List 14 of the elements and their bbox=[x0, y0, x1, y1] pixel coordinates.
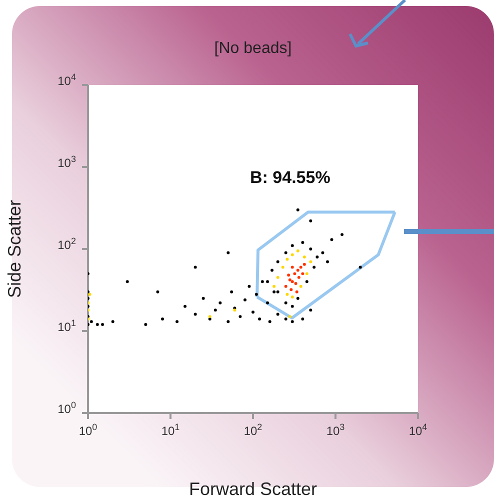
y-axis-title: Side Scatter bbox=[4, 200, 24, 298]
x-tick-label: 10$^{3}$ bbox=[326, 422, 345, 438]
y-tick-label: 10$^{4}$ bbox=[58, 72, 76, 88]
y-tick-label: 10$^{3}$ bbox=[58, 154, 76, 170]
x-tick-label: 10$^{0}$ bbox=[78, 422, 98, 438]
x-tick-label: 10$^{4}$ bbox=[408, 422, 428, 438]
annotation: B: 94.55% bbox=[250, 168, 330, 188]
x-tick-label: 10$^{1}$ bbox=[161, 422, 180, 438]
x-axis-title: Forward Scatter bbox=[188, 479, 318, 497]
y-tick-label: 10$^{0}$ bbox=[58, 400, 76, 416]
x-tick-label: 10$^{2}$ bbox=[244, 422, 262, 438]
chart-title: [No beads] bbox=[213, 40, 293, 58]
y-tick-label: 10$^{1}$ bbox=[58, 318, 76, 334]
y-tick-label: 10$^{2}$ bbox=[58, 236, 76, 252]
